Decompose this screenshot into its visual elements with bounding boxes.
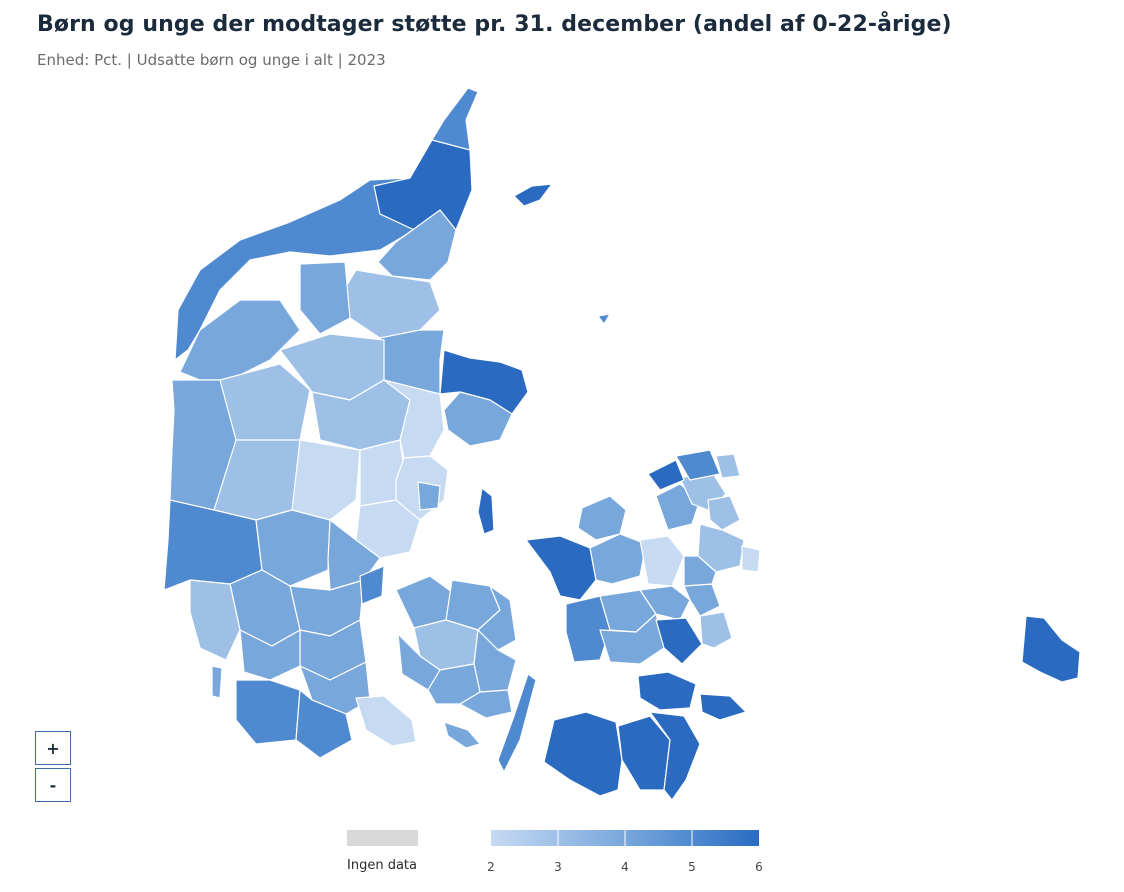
region-svendborg[interactable] — [459, 689, 513, 719]
region-bornholm[interactable] — [1021, 615, 1081, 683]
legend-color-scale — [491, 830, 759, 846]
region-stevns[interactable] — [699, 611, 733, 649]
legend-tick-label: 4 — [621, 860, 629, 874]
region-kbh-north[interactable] — [707, 495, 741, 531]
region-aabenraa[interactable] — [295, 689, 353, 759]
zoom-out-button[interactable]: - — [35, 768, 71, 802]
region-gribskov[interactable] — [647, 459, 685, 491]
legend-no-data-swatch — [347, 830, 418, 846]
region-koege[interactable] — [683, 583, 721, 617]
region-helsingoer[interactable] — [675, 449, 721, 481]
legend-tick-label: 3 — [554, 860, 562, 874]
region-anholt[interactable] — [597, 313, 611, 325]
region-thy[interactable] — [179, 299, 301, 381]
page-subtitle: Enhed: Pct. | Udsatte børn og unge i alt… — [37, 51, 386, 69]
legend-tick-label: 5 — [688, 860, 696, 874]
region-amager[interactable] — [741, 545, 761, 573]
legend-tick-label: 6 — [755, 860, 763, 874]
region-vordingborg[interactable] — [637, 671, 697, 711]
region-kbh-suburb[interactable] — [683, 555, 717, 587]
region-odsherred[interactable] — [577, 495, 627, 541]
region-fredericia[interactable] — [359, 565, 385, 605]
region-north-central[interactable] — [377, 209, 457, 281]
region-laesoe[interactable] — [513, 183, 553, 207]
region-kalundborg[interactable] — [525, 535, 597, 601]
page-title: Børn og unge der modtager støtte pr. 31.… — [37, 12, 952, 37]
region-endelave[interactable] — [477, 487, 495, 535]
region-aeroe[interactable] — [443, 721, 481, 749]
region-tonder[interactable] — [235, 679, 301, 745]
region-roskilde-area[interactable] — [639, 535, 685, 587]
region-sonderborg[interactable] — [355, 695, 417, 747]
region-samsoe[interactable] — [417, 481, 441, 511]
region-lolland[interactable] — [543, 711, 623, 797]
region-tisvilde[interactable] — [715, 453, 741, 479]
region-esbjerg-north[interactable] — [189, 579, 241, 661]
region-djursland-south[interactable] — [443, 391, 513, 447]
region-ringsted[interactable] — [639, 585, 691, 621]
region-fanoe[interactable] — [211, 665, 223, 699]
region-moen[interactable] — [699, 693, 747, 721]
region-langeland[interactable] — [497, 673, 537, 773]
region-holbaek[interactable] — [589, 533, 647, 585]
legend-no-data-label: Ingen data — [347, 858, 417, 873]
legend-tick-label: 2 — [487, 860, 495, 874]
region-faxe[interactable] — [655, 617, 703, 665]
region-djursland[interactable] — [439, 349, 529, 415]
region-north-light[interactable] — [343, 269, 441, 339]
region-falster[interactable] — [649, 711, 701, 801]
zoom-in-button[interactable]: + — [35, 731, 71, 765]
region-mors[interactable] — [299, 261, 351, 335]
